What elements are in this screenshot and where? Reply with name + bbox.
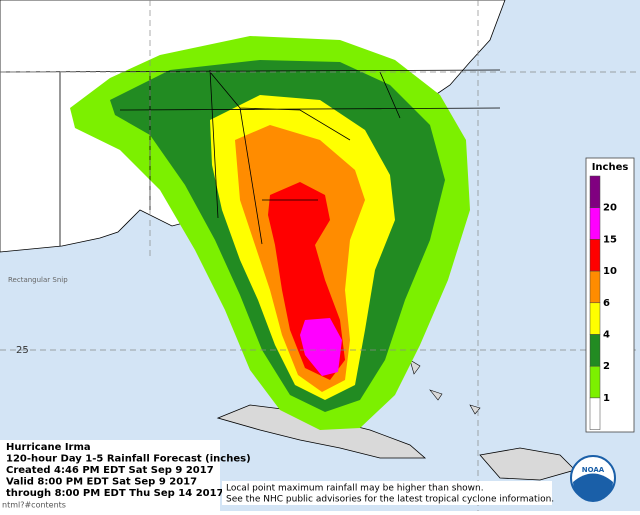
legend-label: 6 bbox=[603, 298, 610, 309]
snip-label: Rectangular Snip bbox=[8, 276, 68, 284]
legend-swatch bbox=[589, 270, 601, 304]
legend-swatch bbox=[589, 207, 601, 240]
header-line: through 8:00 PM EDT Thu Sep 14 2017 bbox=[6, 488, 224, 499]
header-line: 120-hour Day 1-5 Rainfall Forecast (inch… bbox=[6, 454, 251, 465]
legend-swatch bbox=[589, 239, 601, 272]
legend-label: 1 bbox=[603, 393, 610, 404]
lat-label: 25 bbox=[16, 345, 29, 356]
legend-label: 4 bbox=[603, 330, 610, 341]
legend-label: 15 bbox=[603, 234, 617, 245]
legend-title: Inches bbox=[592, 162, 629, 173]
legend-swatch bbox=[589, 302, 601, 335]
header-line: Created 4:46 PM EDT Sat Sep 9 2017 bbox=[6, 465, 214, 476]
url-fragment: ntml?#contents bbox=[2, 501, 66, 510]
legend-swatch-empty bbox=[589, 397, 601, 430]
legend-label: 20 bbox=[603, 203, 617, 214]
legend-swatch bbox=[589, 175, 601, 208]
legend-swatch bbox=[589, 334, 601, 367]
legend-swatch bbox=[589, 365, 601, 399]
legend-label: 2 bbox=[603, 361, 610, 372]
rain-15in bbox=[300, 318, 342, 376]
header-line: Valid 8:00 PM EDT Sat Sep 9 2017 bbox=[6, 477, 197, 488]
header-line: Hurricane Irma bbox=[6, 442, 91, 453]
legend: Inches 20 15 10 6 4 2 1 bbox=[585, 157, 635, 433]
footnote: Local point maximum rainfall may be high… bbox=[226, 484, 484, 494]
legend-label: 10 bbox=[603, 266, 617, 277]
logo-text: NOAA bbox=[582, 466, 605, 474]
logo-wave bbox=[573, 473, 613, 502]
footnote: See the NHC public advisories for the la… bbox=[226, 495, 554, 505]
footnote-box bbox=[222, 481, 552, 505]
header-box bbox=[0, 440, 220, 500]
url-box bbox=[0, 499, 220, 511]
